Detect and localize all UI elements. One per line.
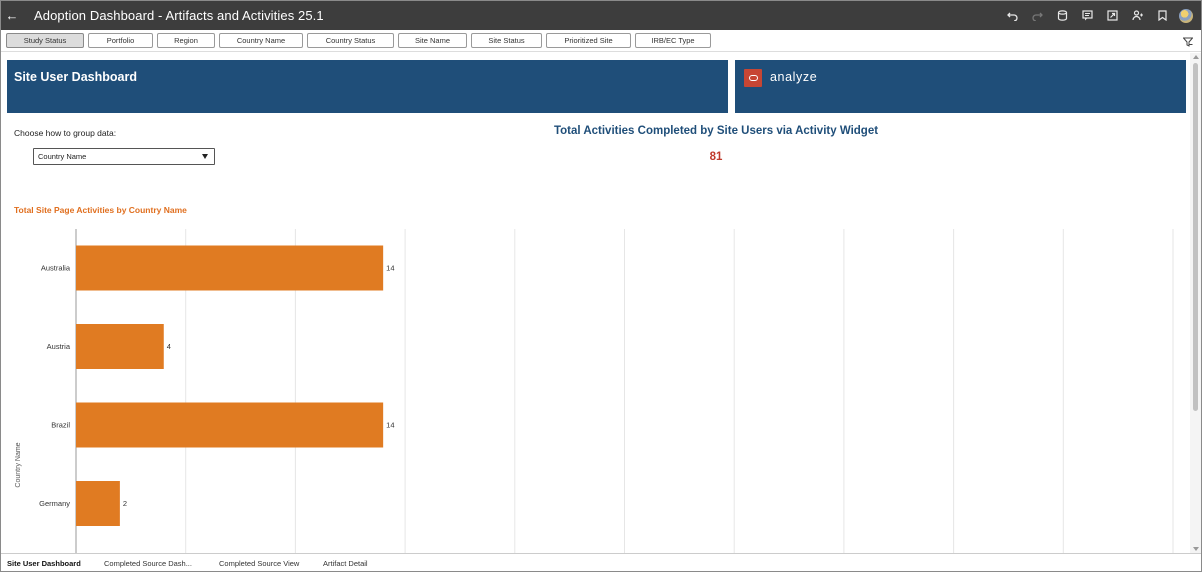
chart-y-axis-title: Country Name xyxy=(15,442,22,487)
bar-chart: Australia 14 Austria 4 Brazil 14 Germany 2 Count… xyxy=(1,221,1191,553)
chevron-down-icon xyxy=(202,154,208,159)
bottom-tab-bar: Site User Dashboard Completed Source Das… xyxy=(1,553,1201,571)
filter-site-status[interactable]: Site Status xyxy=(471,33,542,48)
present-icon[interactable] xyxy=(1100,1,1125,30)
comment-icon[interactable] xyxy=(1075,1,1100,30)
title-bar: ← Adoption Dashboard - Artifacts and Act… xyxy=(1,1,1201,30)
toolbar-icons xyxy=(1000,1,1201,30)
chart-data-label: 4 xyxy=(167,342,171,351)
group-by-selected-value: Country Name xyxy=(38,152,87,161)
filter-prioritized-site[interactable]: Prioritized Site xyxy=(546,33,631,48)
kpi-value: 81 xyxy=(709,151,723,163)
bar-chart-svg: Australia 14 Austria 4 Brazil 14 Germany 2 Count… xyxy=(15,229,1174,553)
chart-bar xyxy=(76,402,384,448)
chart-bar xyxy=(76,245,384,291)
analyze-logo-panel: analyze xyxy=(735,60,1186,113)
filter-study-status[interactable]: Study Status xyxy=(6,33,84,48)
chart-data-label: 14 xyxy=(386,421,394,430)
share-user-icon[interactable] xyxy=(1125,1,1150,30)
scroll-down-icon[interactable] xyxy=(1193,547,1199,551)
dashboard-title: Site User Dashboard xyxy=(14,70,137,84)
chart-data-label: 14 xyxy=(386,264,394,273)
tab-artifact-detail[interactable]: Artifact Detail xyxy=(323,559,368,568)
chart-category-label: Germany xyxy=(39,499,70,508)
oracle-logo-icon xyxy=(744,69,762,87)
filter-region[interactable]: Region xyxy=(157,33,215,48)
data-icon[interactable] xyxy=(1050,1,1075,30)
back-arrow-icon[interactable]: ← xyxy=(5,8,19,23)
filter-icon[interactable] xyxy=(1182,34,1194,52)
chart-data-label: 2 xyxy=(123,499,127,508)
chart-category-label: Brazil xyxy=(51,421,70,430)
chart-title: Total Site Page Activities by Country Na… xyxy=(14,205,187,215)
filter-irb-ec-type[interactable]: IRB/EC Type xyxy=(635,33,711,48)
chart-category-label: Austria xyxy=(47,342,71,351)
vertical-scrollbar[interactable] xyxy=(1190,53,1201,553)
undo-icon[interactable] xyxy=(1000,1,1025,30)
group-by-label: Choose how to group data: xyxy=(14,128,117,138)
analyze-logo-text: analyze xyxy=(770,70,818,84)
dashboard-header-panel: Site User Dashboard xyxy=(7,60,728,113)
chart-bar xyxy=(76,481,120,526)
scrollbar-thumb[interactable] xyxy=(1193,63,1198,411)
redo-icon[interactable] xyxy=(1025,1,1050,30)
tab-completed-source-view[interactable]: Completed Source View xyxy=(219,559,300,568)
chart-bar xyxy=(76,324,164,369)
filter-country-status[interactable]: Country Status xyxy=(307,33,394,48)
bookmark-icon[interactable] xyxy=(1150,1,1175,30)
app-title: Adoption Dashboard - Artifacts and Activ… xyxy=(34,8,324,23)
chart-category-label: Australia xyxy=(41,264,71,273)
group-by-dropdown[interactable]: Country Name xyxy=(33,148,215,165)
filter-country-name[interactable]: Country Name xyxy=(219,33,303,48)
filter-site-name[interactable]: Site Name xyxy=(398,33,467,48)
tab-completed-source-dash[interactable]: Completed Source Dash... xyxy=(104,559,192,568)
filter-bar: Study Status Portfolio Region Country Na… xyxy=(1,30,1201,52)
tab-site-user-dashboard[interactable]: Site User Dashboard xyxy=(7,559,81,568)
scroll-up-icon[interactable] xyxy=(1193,55,1199,59)
kpi-title: Total Activities Completed by Site Users… xyxy=(553,125,879,137)
filter-portfolio[interactable]: Portfolio xyxy=(88,33,153,48)
avatar[interactable] xyxy=(1179,8,1193,23)
